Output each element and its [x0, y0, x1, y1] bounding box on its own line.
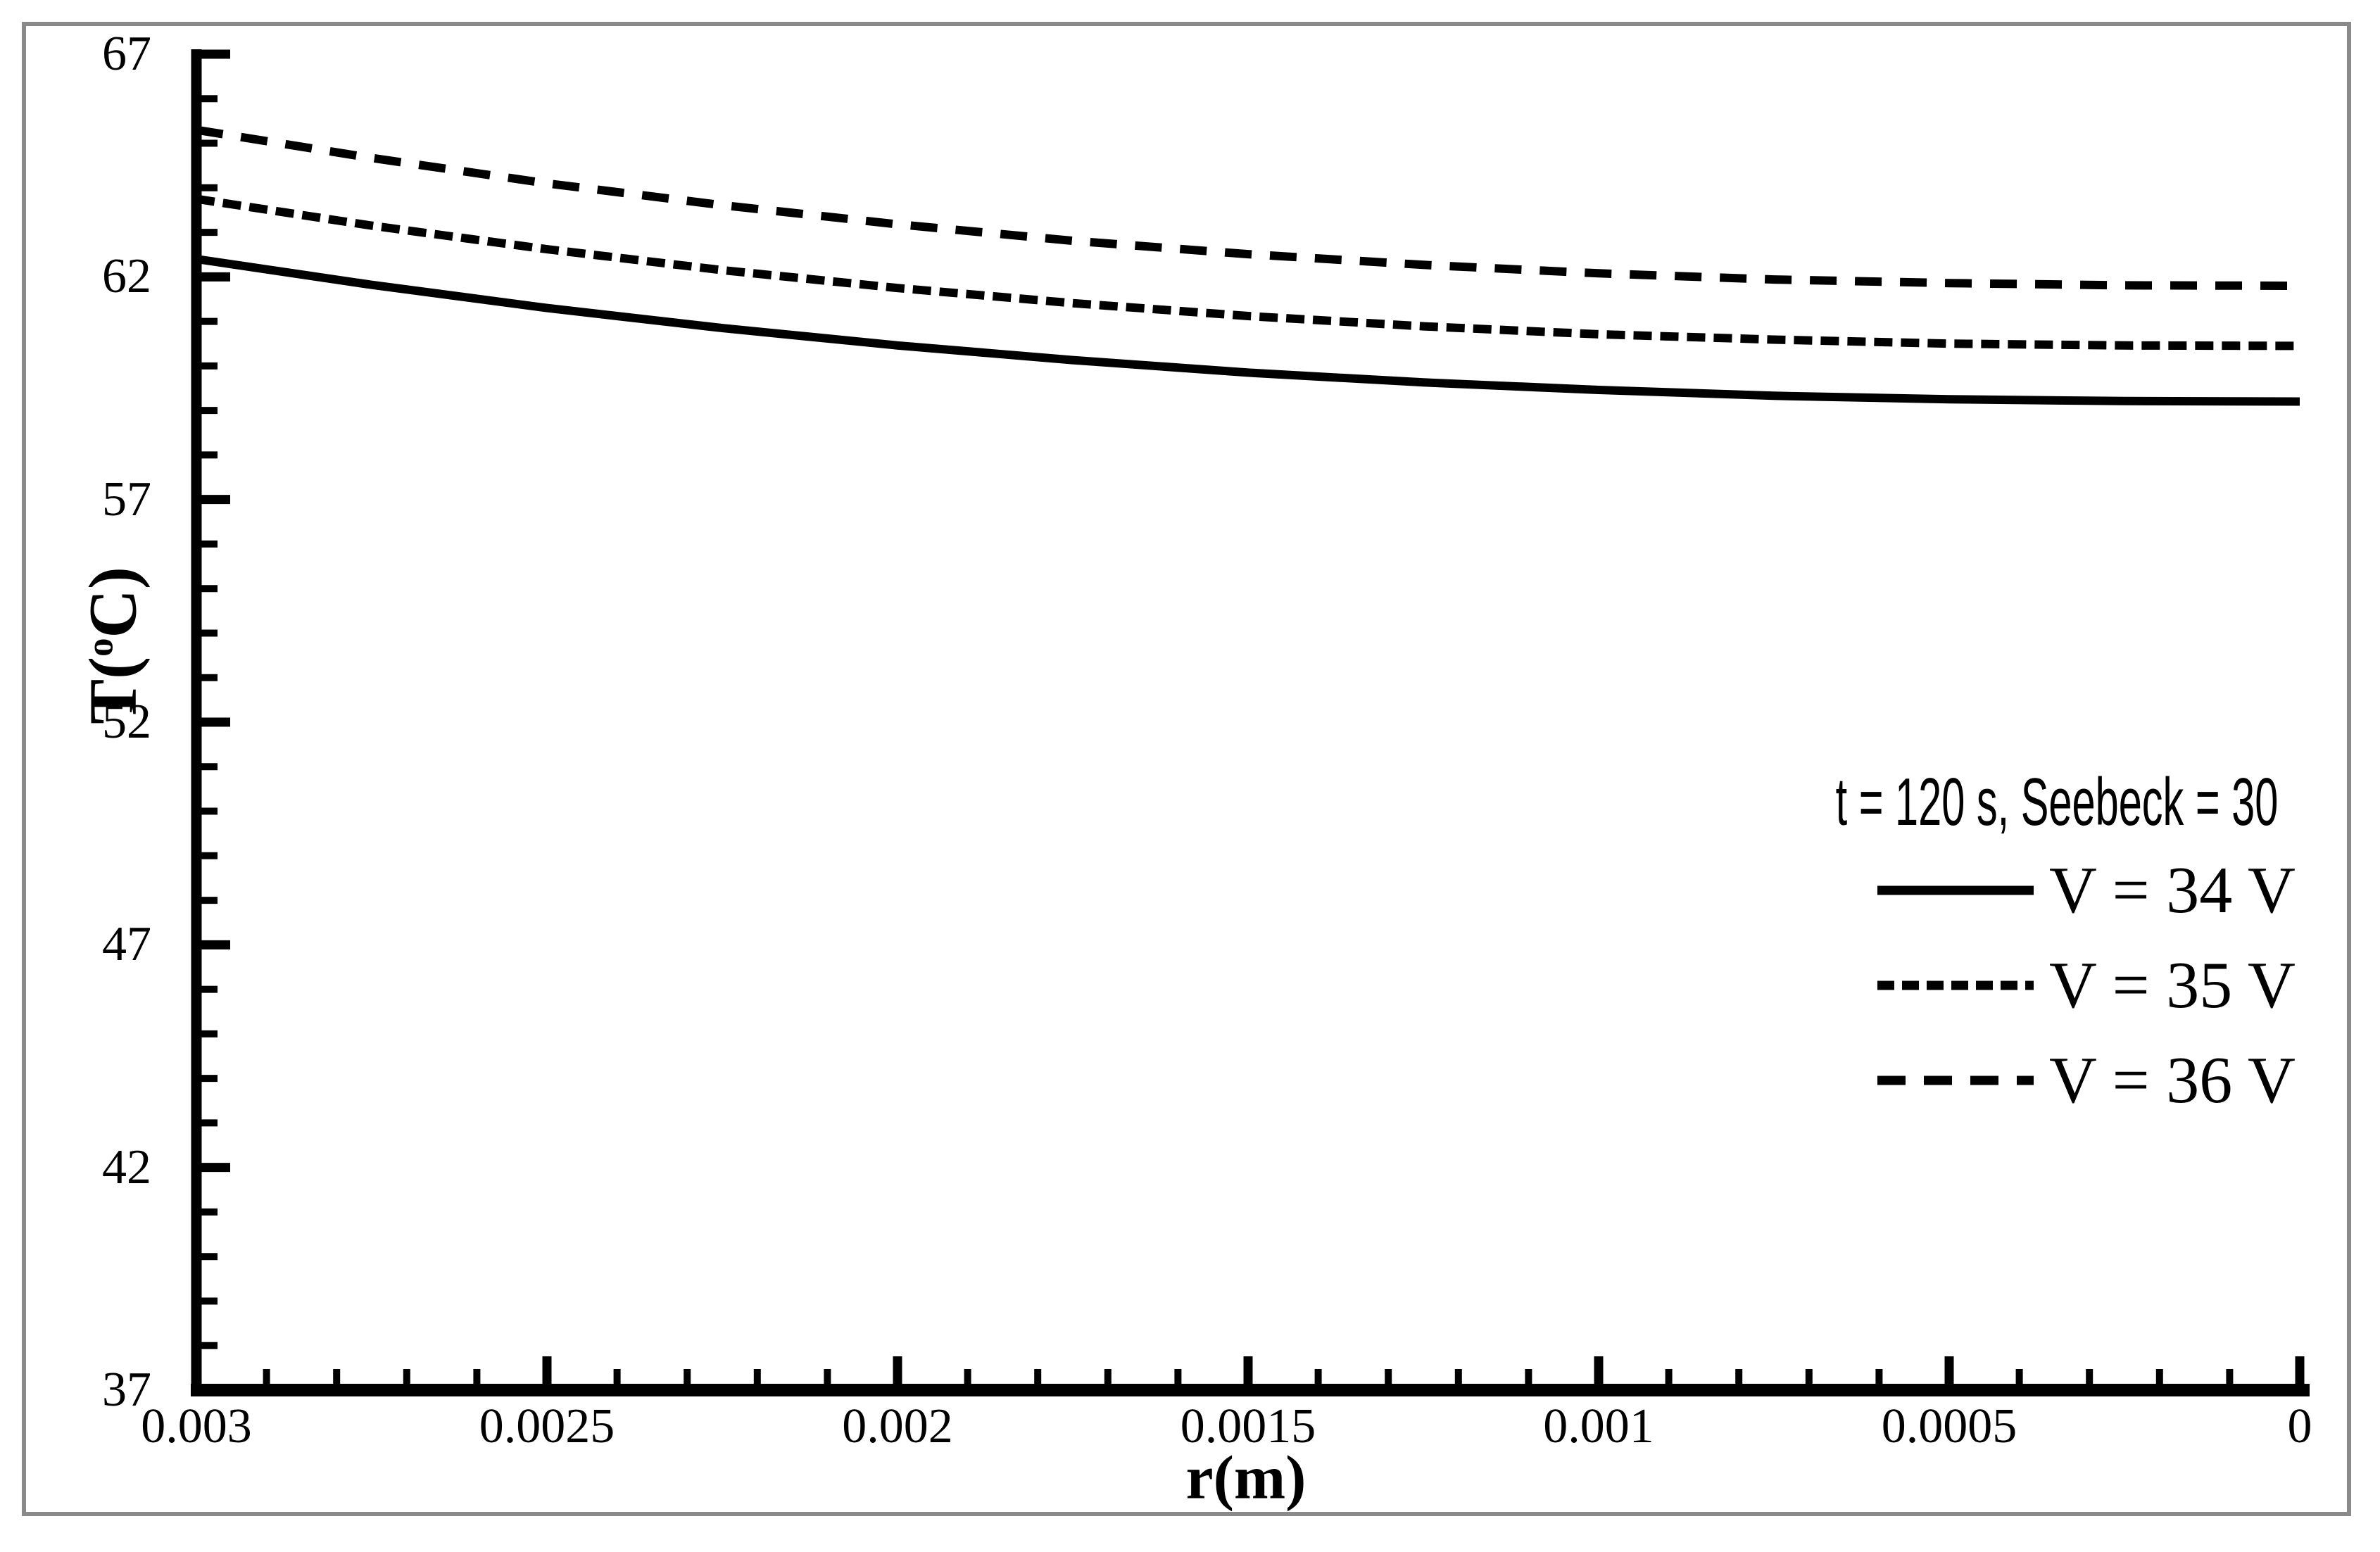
series-line-solid	[196, 255, 2300, 406]
y-axis-title-post: C)	[75, 567, 151, 638]
legend-title: t = 120 s, Seebeck = 30	[1700, 764, 2380, 841]
x-tick-label: 0	[2287, 1399, 2312, 1453]
y-tick-label: 37	[102, 1363, 151, 1417]
series-line-dash-coarse	[196, 125, 2300, 290]
x-tick-label: 0.0025	[479, 1399, 615, 1453]
legend-item-label: V = 36 V	[2049, 1044, 2296, 1117]
y-tick-label: 42	[102, 1140, 151, 1194]
legend-sample-line-dash-coarse	[1877, 1075, 2034, 1085]
y-axis-title-pre: T(	[75, 656, 151, 724]
x-tick-label: 0.003	[141, 1399, 252, 1453]
legend-sample-line-dash-fine	[1877, 980, 2034, 990]
legend-sample-line-solid	[1877, 885, 2034, 895]
legend-item-solid: V = 34 V	[1876, 855, 2296, 926]
x-tick-label: 0.002	[842, 1399, 953, 1453]
y-tick-label: 47	[102, 917, 151, 972]
y-axis-title: T(oC)	[74, 567, 152, 724]
degree-symbol: o	[80, 638, 121, 657]
legend-item-dash-fine: V = 35 V	[1876, 950, 2296, 1021]
x-tick-label: 0.0015	[1180, 1399, 1316, 1453]
y-tick-label: 62	[102, 249, 151, 304]
chart-outer-frame	[22, 22, 2351, 1516]
x-axis-title: r(m)	[1185, 1444, 1307, 1513]
y-tick-label: 52	[102, 695, 151, 749]
series-line-dash-fine	[196, 194, 2300, 351]
legend-title-text: t = 120 s, Seebeck = 30	[1835, 764, 2279, 840]
legend-item-label: V = 35 V	[2049, 949, 2296, 1022]
y-tick-label: 67	[102, 27, 151, 81]
legend-item-label: V = 34 V	[2049, 854, 2296, 927]
y-tick-label: 57	[102, 472, 151, 526]
x-tick-label: 0.0005	[1881, 1399, 2017, 1453]
legend-item-dash-coarse: V = 36 V	[1876, 1045, 2296, 1116]
x-tick-label: 0.001	[1543, 1399, 1654, 1453]
